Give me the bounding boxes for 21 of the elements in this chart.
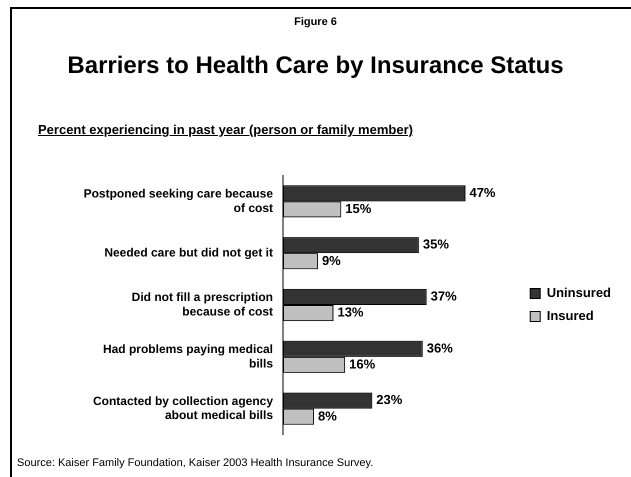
data-label: 47% <box>469 184 496 200</box>
data-label: 23% <box>376 392 403 408</box>
data-label: 36% <box>426 340 454 356</box>
data-label: 35% <box>422 236 450 252</box>
y-tick-label: Postponed seeking care because of cost <box>84 186 274 215</box>
data-label: 13% <box>337 304 364 320</box>
y-tick-label: Contacted by collection agency about medical bills <box>92 394 274 422</box>
y-tick-label: Had problems paying medical bills <box>102 342 274 370</box>
chart-subtitle: Percent experiencing in past year (person or family member) <box>38 122 413 137</box>
data-label: 15% <box>345 200 372 216</box>
source-note: Source: Kaiser Family Foundation, Kaiser 2003 Health Insurance Survey. <box>17 457 374 469</box>
legend-label: Uninsured <box>546 285 612 300</box>
legend-label: Insured <box>546 308 594 324</box>
data-label: 37% <box>430 288 458 304</box>
chart-title: Barriers to Health Care by Insurance Status <box>66 52 565 80</box>
y-tick-label: Needed care but did not get it <box>104 245 273 260</box>
data-label: 16% <box>349 356 376 372</box>
y-tick-label: Did not fill a prescription because of cost <box>132 290 273 319</box>
data-label: 8% <box>318 408 338 424</box>
caption: Figure 6 <box>293 16 338 28</box>
data-label: 9% <box>322 252 342 268</box>
